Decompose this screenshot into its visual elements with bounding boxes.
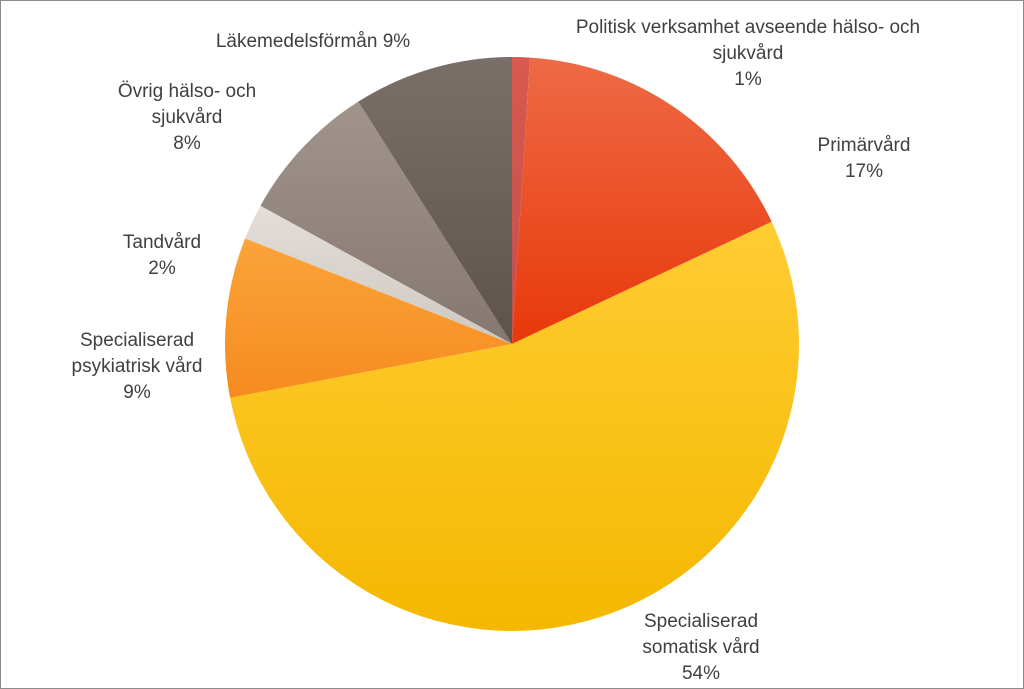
- slice-label-line: 1%: [734, 69, 762, 90]
- slice-label-line: Specialiserad: [80, 330, 194, 351]
- slice-label-line: sjukvård: [713, 43, 784, 64]
- pie-slice-ovrig-halso-och-sjukvard: [260, 101, 512, 345]
- slice-label-line: Läkemedelsförmån 9%: [216, 31, 410, 52]
- pie-slice-primarvard: [512, 57, 772, 344]
- pie-slice-lakemedelsforman: [358, 57, 512, 344]
- slice-label-line: 17%: [845, 161, 883, 182]
- slice-label-line: 9%: [123, 382, 151, 403]
- slice-label-line: somatisk vård: [642, 637, 759, 658]
- slice-label-politisk-verksamhet-avseende-halso-och-sjukvard: Politisk verksamhet avseende hälso- och s…: [576, 17, 920, 90]
- slice-label-line: Tandvård: [123, 232, 201, 253]
- slice-label-primarvard: Primärvård 17%: [818, 135, 911, 182]
- pie-slice-specialiserad-psykiatrisk-vard: [224, 238, 512, 398]
- slice-label-specialiserad-somatisk-vard: Specialiserad somatisk vård 54%: [642, 611, 759, 684]
- slice-label-lakemedelsforman: Läkemedelsförmån 9%: [216, 31, 410, 52]
- pie-slice-specialiserad-somatisk-vard: [230, 221, 799, 631]
- slice-label-tandvard: Tandvård 2%: [123, 232, 201, 279]
- slice-label-line: Politisk verksamhet avseende hälso- och: [576, 17, 920, 38]
- slice-label-line: 8%: [173, 133, 201, 154]
- pie-slice-politisk-verksamhet-avseende-halso-och-sjukvard: [512, 57, 531, 344]
- slice-label-line: 2%: [148, 258, 176, 279]
- slice-label-ovrig-halso-och-sjukvard: Övrig hälso- och sjukvård 8%: [118, 81, 256, 154]
- pie-slices: [224, 57, 799, 631]
- slice-label-line: Övrig hälso- och: [118, 81, 256, 102]
- pie-labels: Politisk verksamhet avseende hälso- och s…: [72, 17, 921, 684]
- slice-label-line: sjukvård: [152, 107, 223, 128]
- slice-label-line: psykiatrisk vård: [72, 356, 203, 377]
- pie-slice-tandvard: [245, 205, 512, 344]
- slice-label-line: Specialiserad: [644, 611, 758, 632]
- slice-label-specialiserad-psykiatrisk-vard: Specialiserad psykiatrisk vård 9%: [72, 330, 203, 403]
- slice-label-line: 54%: [682, 663, 720, 684]
- slice-label-line: Primärvård: [818, 135, 911, 156]
